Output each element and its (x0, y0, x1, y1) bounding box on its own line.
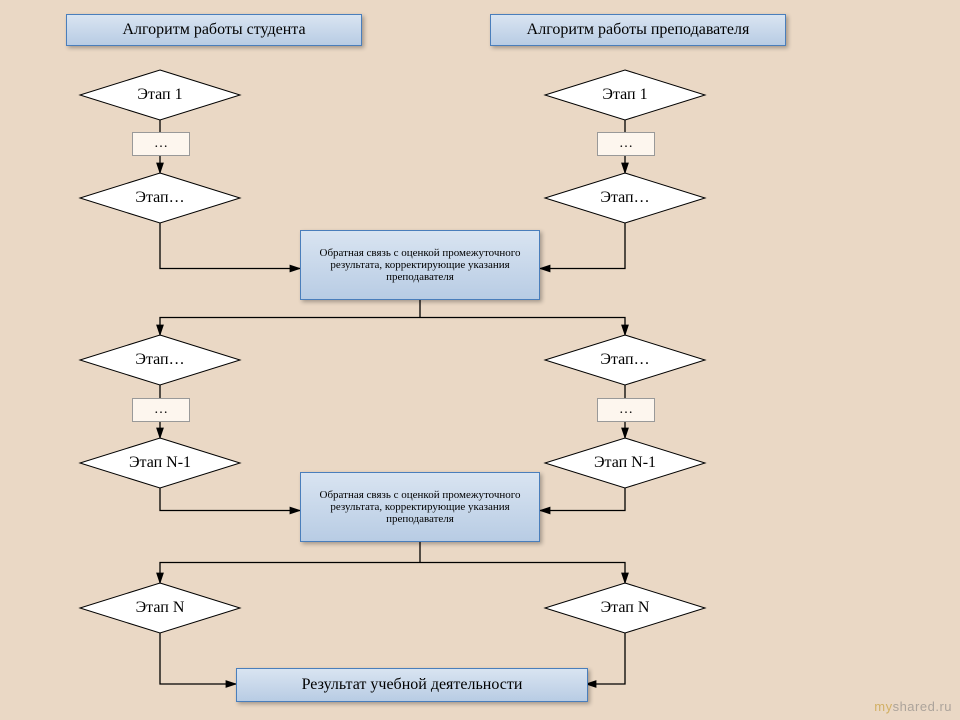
left-dots-1: … (132, 132, 190, 156)
flowchart-svg (0, 0, 960, 720)
left-stage-n (80, 583, 240, 633)
feedback-box-2: Обратная связь с оценкой промежуточного … (300, 472, 540, 542)
left-stage-1 (80, 70, 240, 120)
right-stage-dots-b (545, 335, 705, 385)
right-stage-n (545, 583, 705, 633)
right-stage-1 (545, 70, 705, 120)
watermark: myshared.ru (874, 699, 952, 714)
left-dots-2: … (132, 398, 190, 422)
feedback-box-1: Обратная связь с оценкой промежуточного … (300, 230, 540, 300)
result-box: Результат учебной деятельности (236, 668, 588, 702)
right-stage-n-1 (545, 438, 705, 488)
header-teacher: Алгоритм работы преподавателя (490, 14, 786, 46)
header-student: Алгоритм работы студента (66, 14, 362, 46)
left-stage-dots-a (80, 173, 240, 223)
right-dots-1: … (597, 132, 655, 156)
right-stage-dots-a (545, 173, 705, 223)
left-stage-n-1 (80, 438, 240, 488)
right-dots-2: … (597, 398, 655, 422)
left-stage-dots-b (80, 335, 240, 385)
